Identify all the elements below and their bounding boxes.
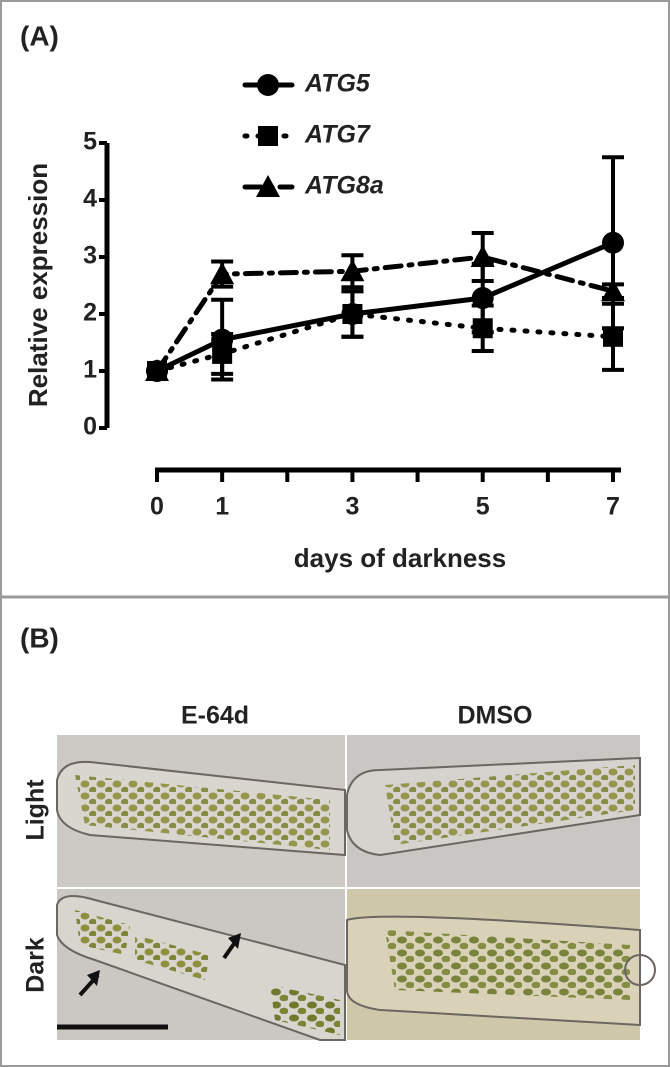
micrograph: [346, 889, 656, 1040]
y-tick-label: 0: [83, 413, 97, 441]
legend-label: ATG8a: [304, 172, 384, 200]
marker: [472, 318, 493, 339]
y-tick-label: 5: [83, 128, 97, 156]
x-tick-label: 5: [476, 493, 490, 521]
y-tick-label: 3: [83, 242, 97, 270]
marker: [601, 279, 625, 302]
legend-label: ATG5: [304, 70, 371, 98]
marker: [258, 126, 278, 146]
x-tick-label: 1: [215, 493, 229, 521]
marker: [470, 245, 495, 267]
micrograph: [56, 735, 346, 887]
marker: [342, 304, 363, 324]
micrograph: [346, 735, 641, 887]
panel-label: (B): [20, 622, 59, 653]
column-header: DMSO: [458, 702, 533, 730]
chart: 0 1 2 3 4 5 0 1 3 5 7 days of darkness Relative expr…: [23, 70, 625, 573]
x-tick-label: 0: [150, 493, 164, 521]
y-tick-label: 4: [83, 185, 97, 213]
x-axis-label: days of darkness: [294, 543, 506, 573]
series-line: [154, 311, 616, 374]
marker: [145, 359, 169, 381]
legend-label: ATG7: [304, 121, 371, 149]
x-tick-label: 3: [345, 493, 359, 521]
marker: [212, 343, 233, 364]
marker: [257, 74, 279, 96]
y-axis-label: Relative expression: [23, 163, 53, 407]
marker: [210, 262, 235, 285]
row-label: Light: [22, 779, 50, 841]
micrograph: [56, 889, 346, 1041]
marker: [602, 231, 624, 254]
panel-label: (A): [20, 20, 59, 51]
marker: [603, 326, 623, 347]
row-label: Dark: [22, 937, 50, 993]
y-tick-label: 1: [83, 356, 97, 384]
marker: [340, 259, 365, 282]
x-tick-label: 7: [606, 493, 620, 521]
y-tick-label: 2: [83, 299, 97, 327]
marker: [256, 175, 280, 197]
column-header: E-64d: [181, 702, 249, 730]
